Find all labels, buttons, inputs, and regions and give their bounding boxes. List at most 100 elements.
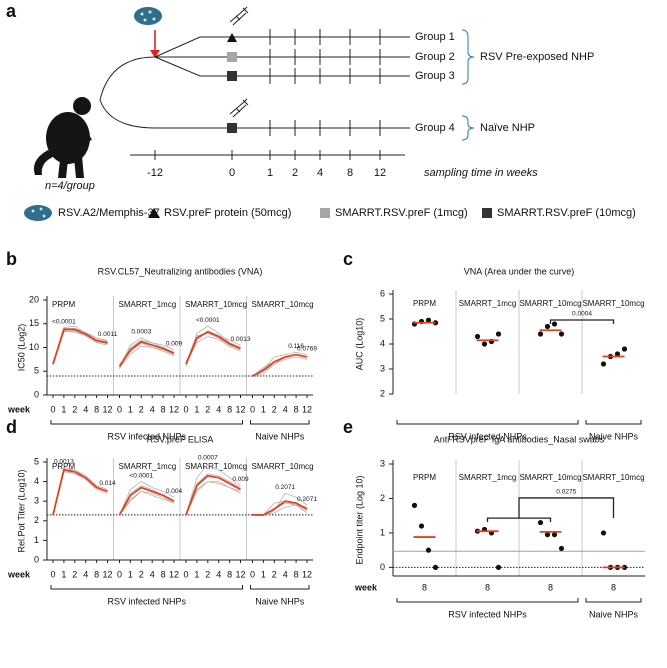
group-label: Naive NHPs: [255, 596, 305, 606]
x-tick-label: 1: [61, 569, 66, 579]
group-bracket: [585, 598, 642, 603]
data-point: [544, 532, 551, 538]
timeline-tick: 2: [292, 167, 298, 179]
group-label: Naive NHPs: [589, 431, 639, 441]
significance-bracket: [549, 319, 615, 324]
y-tick-label: 2: [34, 515, 39, 525]
timeline-tick: 8: [347, 167, 353, 179]
panel-name: SMARRT_10mcg: [185, 462, 247, 471]
individual-line: [185, 336, 241, 365]
panel-name: SMARRT_1mcg: [459, 473, 517, 482]
group-label: Group 3: [415, 70, 455, 82]
p-value: <0.0001: [196, 317, 220, 324]
p-value: 0.0013: [231, 336, 251, 343]
p-value: 0.0004: [572, 311, 592, 318]
p-value: <0.0001: [52, 318, 76, 325]
individual-line: [185, 481, 241, 516]
timeline-tick: 4: [317, 167, 323, 179]
y-tick-label: 0: [380, 562, 385, 572]
y-tick-label: 20: [29, 294, 39, 304]
x-tick-label: 4: [283, 404, 288, 414]
infection-arrow-head: [150, 50, 160, 58]
panel-name: PRPM: [413, 473, 436, 482]
x-tick-label: 1: [128, 569, 133, 579]
x-tick-label: 4: [216, 404, 221, 414]
data-point: [558, 545, 565, 552]
panel-name: SMARRT_10mcg: [582, 299, 644, 308]
x-tick-label: 8: [611, 582, 616, 592]
x-tick-label: 12: [169, 569, 179, 579]
group-label: RSV infected NHPs: [107, 431, 186, 441]
group-bracket: [396, 598, 579, 603]
legend-label: RSV.A2/Memphis-37: [58, 207, 160, 219]
data-point: [544, 323, 551, 330]
panel-name: SMARRT_10mcg: [252, 462, 314, 471]
p-value: 0.0275: [556, 489, 576, 496]
x-tick-label: 0: [183, 569, 188, 579]
panel-letter: c: [343, 249, 353, 269]
p-value: 0.009: [232, 476, 249, 483]
x-tick-label: 2: [272, 404, 277, 414]
y-tick-label: 1: [380, 527, 385, 537]
group-label: Naive NHPs: [589, 609, 639, 619]
panel-name: PRPM: [52, 300, 75, 309]
timeline-tick: 12: [374, 167, 386, 179]
monkey-icon: [33, 97, 92, 178]
group-bracket: [585, 420, 642, 425]
data-point: [474, 333, 481, 340]
panel-name: SMARRT_1mcg: [119, 462, 177, 471]
x-tick-label: 8: [161, 404, 166, 414]
virus-icon: [24, 205, 52, 221]
timeline-axis: [130, 150, 405, 160]
y-tick-label: 4: [380, 338, 385, 348]
x-tick-label: 4: [83, 404, 88, 414]
data-point: [537, 519, 544, 526]
data-point: [558, 331, 565, 337]
x-tick-label: 0: [50, 569, 55, 579]
x-tick-label: 1: [61, 404, 66, 414]
virus-icon: [134, 7, 162, 25]
brace: [461, 29, 475, 85]
panel-name: SMARRT_1mcg: [119, 300, 177, 309]
legend-marker: [148, 208, 160, 218]
center-line: [185, 330, 241, 365]
data-point: [614, 351, 621, 357]
legend-marker: [482, 208, 492, 218]
x-tick-label: 8: [94, 404, 99, 414]
data-point: [600, 530, 607, 536]
group-bracket: [50, 585, 243, 590]
x-tick-label: 2: [205, 404, 210, 414]
group-label: Naive NHPs: [255, 431, 305, 441]
legend-label: SMARRT.RSV.preF (1mcg): [335, 207, 468, 219]
panel-name: SMARRT_10mcg: [519, 473, 581, 482]
center-line: [118, 486, 175, 516]
center-line: [52, 328, 108, 365]
individual-line: [119, 490, 175, 516]
x-tick-label: 4: [150, 404, 155, 414]
x-tick-label: 2: [72, 569, 77, 579]
center-line: [185, 474, 241, 516]
x-tick-label: 4: [216, 569, 221, 579]
brace: [461, 115, 475, 141]
panel-name: SMARRT_1mcg: [459, 299, 517, 308]
group-label: RSV infected NHPs: [107, 596, 186, 606]
x-tick-label: 12: [102, 569, 112, 579]
x-tick-label: 8: [548, 582, 553, 592]
center-line: [252, 500, 308, 516]
x-tick-label: 1: [261, 569, 266, 579]
chart-title: RSV.CL57_Neutralizing antibodies (VNA): [98, 266, 263, 276]
individual-line: [119, 481, 175, 516]
x-tick-label: 0: [50, 404, 55, 414]
x-axis-label: week: [7, 404, 31, 414]
animals-label: n=4/group: [45, 180, 95, 192]
x-axis-label: week: [354, 582, 378, 592]
x-tick-label: 8: [485, 582, 490, 592]
x-tick-label: 8: [294, 569, 299, 579]
x-tick-label: 4: [83, 569, 88, 579]
group-lines: [99, 29, 410, 136]
data-point: [418, 523, 425, 529]
x-tick-label: 1: [261, 404, 266, 414]
center-line: [52, 468, 108, 516]
data-point: [537, 331, 544, 337]
individual-line: [119, 490, 175, 516]
